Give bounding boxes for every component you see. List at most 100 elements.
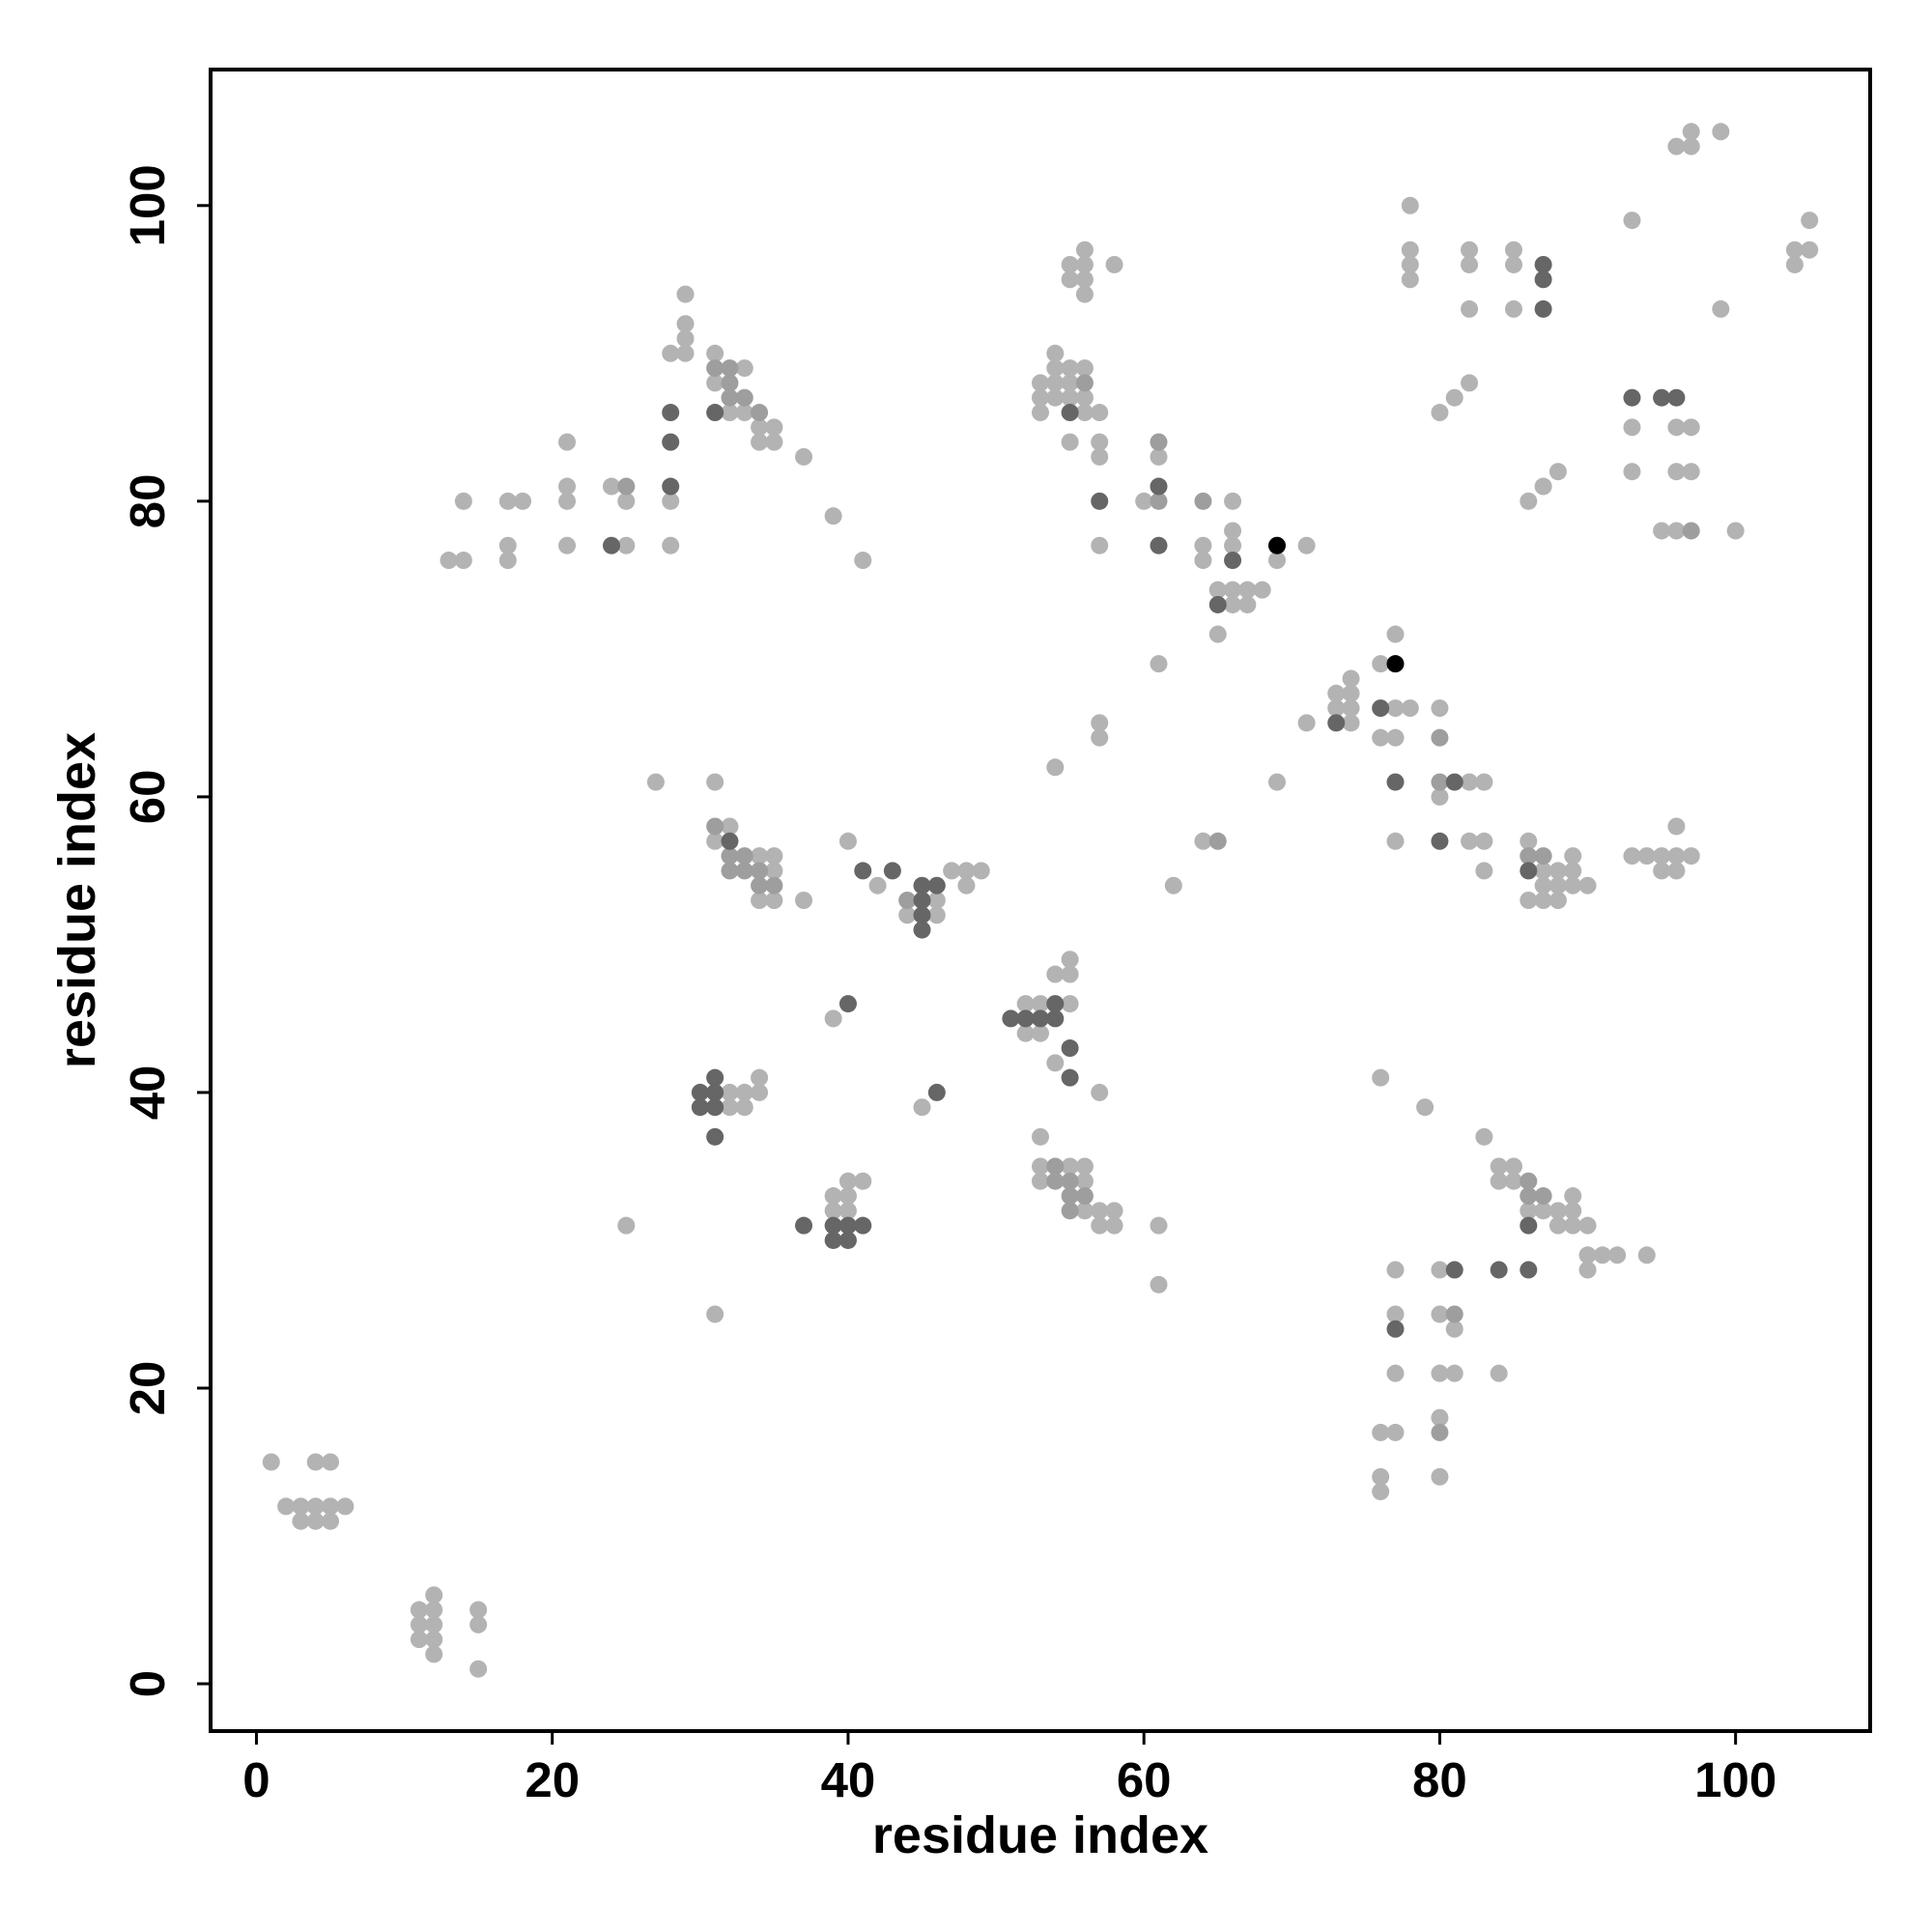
point (751, 404, 769, 422)
point (558, 477, 577, 496)
point (498, 552, 517, 570)
x-tick-label: 0 (242, 1752, 270, 1807)
point (1548, 1202, 1567, 1220)
point (425, 1615, 443, 1634)
point (721, 817, 739, 836)
point (1534, 1187, 1552, 1206)
point (1075, 241, 1094, 259)
point (1520, 492, 1538, 510)
point (1075, 1187, 1094, 1206)
point (1386, 773, 1405, 791)
point (854, 862, 872, 880)
point (735, 847, 753, 866)
point (1445, 1364, 1463, 1382)
point (751, 847, 769, 866)
point (1401, 196, 1419, 214)
point (1520, 1172, 1538, 1190)
point (824, 1216, 842, 1235)
point (868, 876, 887, 895)
point (425, 1586, 443, 1605)
point (1682, 123, 1700, 141)
point (735, 359, 753, 378)
point (1564, 847, 1582, 866)
point (292, 1512, 310, 1530)
point (1386, 728, 1405, 747)
point (735, 388, 753, 407)
point (1091, 1202, 1109, 1220)
point (765, 892, 783, 909)
point (706, 404, 724, 422)
point (735, 404, 753, 422)
point (898, 892, 917, 909)
point (1032, 404, 1049, 422)
point (751, 433, 769, 451)
point (1461, 832, 1479, 850)
point (662, 536, 680, 554)
point (1564, 1202, 1582, 1220)
point (1075, 1157, 1094, 1176)
point (913, 876, 931, 895)
point (1386, 832, 1405, 850)
x-tick-label: 100 (1694, 1752, 1776, 1807)
point (454, 492, 472, 510)
point (1431, 1305, 1449, 1323)
point (646, 773, 665, 791)
point (1002, 1009, 1020, 1028)
point (735, 1083, 753, 1101)
point (883, 862, 901, 880)
point (706, 1098, 724, 1117)
point (1150, 447, 1168, 466)
x-tick-label: 20 (525, 1752, 580, 1807)
point (1431, 832, 1449, 850)
point (1091, 1083, 1109, 1101)
point (1150, 433, 1168, 451)
point (1520, 832, 1538, 850)
point (1075, 285, 1094, 303)
point (322, 1512, 340, 1530)
point (1032, 1024, 1049, 1042)
point (898, 906, 917, 924)
point (1061, 404, 1079, 422)
point (838, 995, 857, 1013)
point (1194, 536, 1212, 554)
point (1637, 847, 1656, 866)
point (706, 773, 724, 791)
y-tick-label: 0 (120, 1670, 175, 1697)
point (1431, 773, 1449, 791)
point (1712, 123, 1730, 141)
point (824, 1187, 842, 1206)
point (1667, 388, 1686, 407)
point (1046, 1172, 1065, 1190)
point (1726, 522, 1745, 540)
point (1224, 581, 1242, 599)
point (1342, 714, 1360, 732)
point (957, 876, 976, 895)
point (1475, 862, 1493, 880)
point (765, 418, 783, 437)
point (838, 1172, 857, 1190)
point (751, 418, 769, 437)
point (765, 862, 783, 880)
point (1075, 359, 1094, 378)
point (1578, 1261, 1597, 1279)
point (706, 1305, 724, 1323)
point (927, 892, 946, 909)
x-tick-label: 60 (1117, 1752, 1172, 1807)
point (1105, 255, 1123, 273)
point (838, 1202, 857, 1220)
point (1046, 344, 1065, 362)
point (277, 1497, 296, 1516)
point (1667, 418, 1686, 437)
point (1061, 1068, 1079, 1087)
point (1534, 1202, 1552, 1220)
x-tick-label: 40 (821, 1752, 876, 1807)
point (617, 1216, 636, 1235)
point (1032, 1009, 1049, 1028)
point (1548, 862, 1567, 880)
point (1208, 832, 1227, 850)
point (1032, 1127, 1049, 1146)
point (691, 1098, 709, 1117)
point (1667, 522, 1686, 540)
point (1016, 1024, 1035, 1042)
